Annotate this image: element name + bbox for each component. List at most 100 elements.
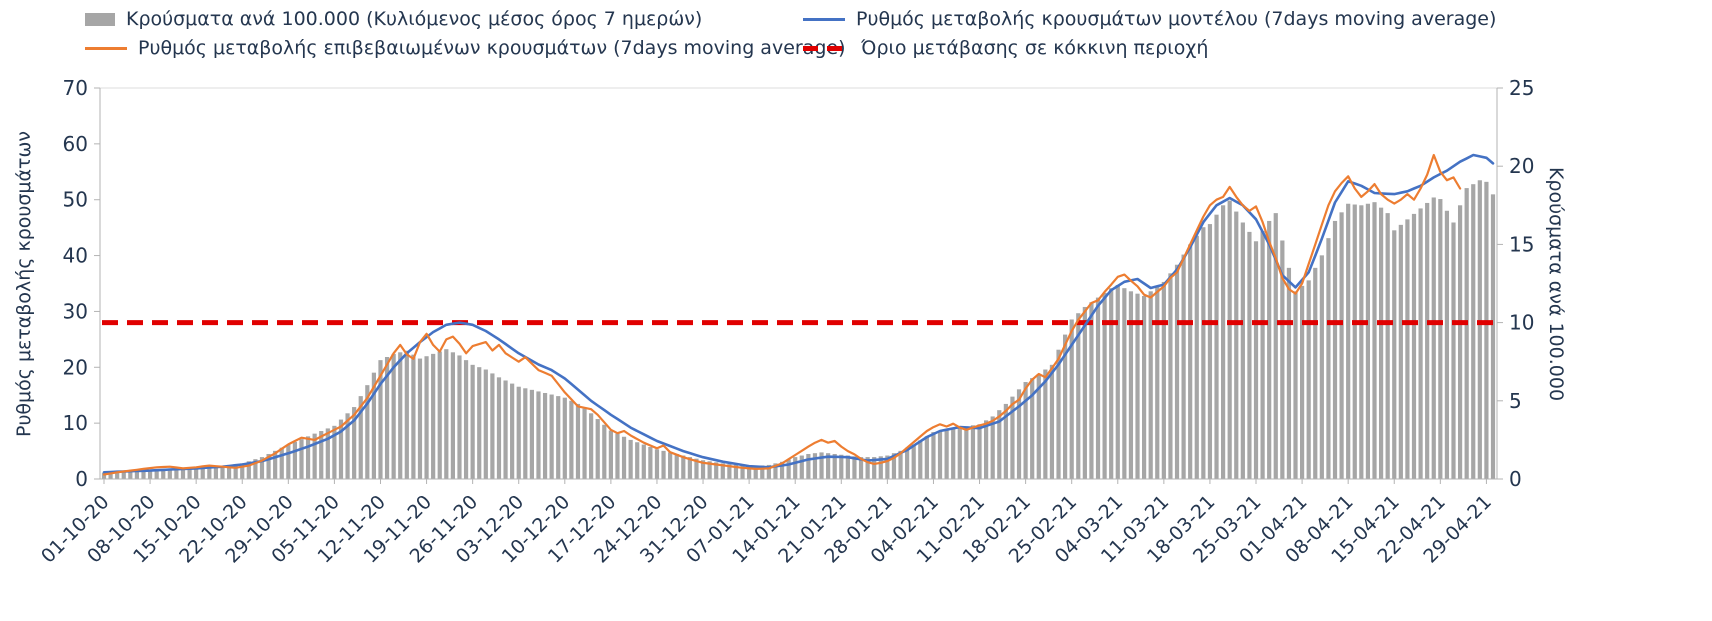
bar [292, 441, 298, 479]
bar [654, 449, 660, 479]
bar [1076, 313, 1081, 479]
bar [1372, 202, 1377, 480]
right-axis-tick-label: 25 [1509, 76, 1534, 100]
bar [937, 430, 943, 479]
bar [1089, 302, 1094, 479]
bar [1063, 334, 1068, 479]
bar [207, 466, 212, 479]
bar [1023, 382, 1028, 479]
bar [319, 431, 324, 479]
bar [128, 471, 133, 479]
left-axis-tick-label: 60 [63, 132, 88, 156]
bar [194, 468, 199, 479]
bar [365, 385, 370, 479]
bar [569, 400, 574, 479]
bar [806, 453, 811, 479]
bar [1253, 241, 1259, 479]
bar [345, 413, 350, 479]
bar [352, 407, 357, 479]
bar [496, 377, 502, 479]
bar [187, 468, 192, 479]
bar [305, 436, 311, 479]
bar [661, 450, 666, 479]
bar [121, 471, 126, 479]
bar [1207, 224, 1213, 479]
bar [608, 430, 613, 479]
bar [1326, 238, 1331, 479]
bar [1392, 230, 1397, 479]
bar [766, 464, 771, 479]
bar [220, 465, 225, 479]
bar [918, 440, 923, 479]
bar [1273, 213, 1278, 479]
bar [786, 459, 791, 479]
bar [444, 349, 449, 479]
bar [279, 447, 284, 479]
bar [1122, 288, 1127, 479]
right-axis-title: Κρούσματα ανά 100.000 [1545, 166, 1567, 402]
bar [845, 455, 850, 479]
bar [1115, 285, 1120, 479]
bar [259, 457, 265, 479]
bar [970, 425, 976, 479]
bar [1405, 219, 1410, 479]
bar [700, 460, 706, 479]
bar [1339, 212, 1344, 479]
bar [253, 459, 258, 479]
right-axis-tick-label: 0 [1509, 467, 1522, 491]
bar [951, 428, 956, 479]
bar [826, 453, 831, 479]
bar [595, 419, 600, 479]
bar [1398, 224, 1403, 479]
bar [529, 389, 534, 479]
bar [437, 351, 442, 479]
legend-item-confirmed-rate: Ρυθμός μεταβολής επιβεβαιωμένων κρουσμάτ… [85, 37, 846, 59]
bar [924, 436, 929, 479]
bar [1214, 214, 1219, 479]
bar [733, 464, 739, 479]
bar [226, 464, 232, 479]
bar [1490, 194, 1496, 479]
bar [332, 425, 337, 479]
bar [404, 350, 409, 479]
bar [1378, 207, 1384, 479]
confirmed-rate-line [102, 153, 1462, 476]
bar [1425, 202, 1430, 479]
bar [602, 424, 607, 479]
bar [1135, 293, 1140, 479]
bar [398, 352, 403, 479]
bar [1332, 220, 1338, 479]
bar-series-swatch-icon [85, 12, 115, 26]
bar [681, 455, 686, 479]
bar [878, 456, 883, 479]
model-line-swatch-icon [803, 17, 845, 21]
bar [1418, 208, 1423, 479]
bars-series [101, 180, 1496, 480]
bar [793, 457, 798, 479]
bar [1444, 210, 1450, 479]
bar [174, 469, 179, 479]
bar [1082, 306, 1087, 479]
bar [621, 436, 627, 479]
right-axis-tick-label: 5 [1509, 389, 1522, 413]
bar [273, 450, 278, 479]
bar [1056, 349, 1061, 479]
bar [1299, 285, 1305, 479]
bar [891, 453, 897, 479]
bar [213, 466, 219, 479]
bar [457, 355, 462, 479]
bar [167, 469, 172, 479]
bar [648, 446, 653, 479]
bar [1043, 369, 1048, 479]
bar [134, 470, 140, 479]
bar [470, 364, 475, 479]
bar [1128, 291, 1134, 479]
bar [424, 356, 429, 479]
bar [1155, 286, 1160, 479]
bar [852, 456, 857, 479]
bar [358, 396, 363, 479]
bar [1109, 288, 1114, 479]
bar [101, 472, 107, 479]
bar [161, 469, 166, 479]
bar [747, 466, 752, 479]
